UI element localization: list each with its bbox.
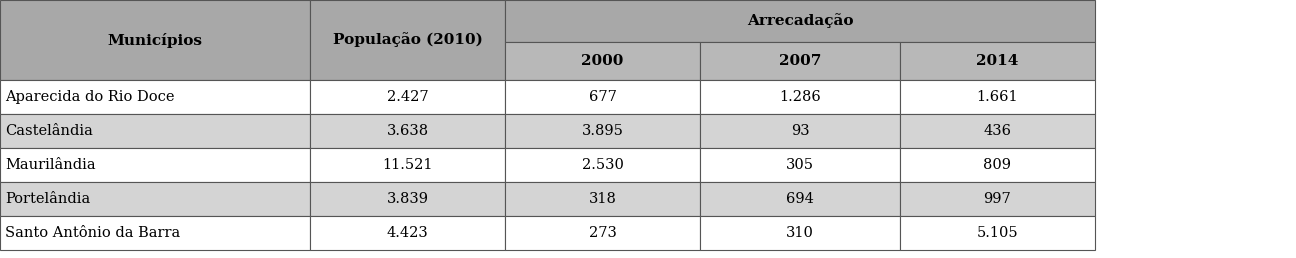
Text: 3.839: 3.839 [386, 192, 429, 206]
Text: 2.427: 2.427 [386, 90, 428, 104]
Bar [0, 182, 310, 216]
Text: Castelândia: Castelândia [5, 124, 93, 138]
Bar [700, 182, 899, 216]
Text: Portelândia: Portelândia [5, 192, 91, 206]
Bar [700, 42, 899, 80]
Text: 2007: 2007 [779, 54, 822, 68]
Text: 93: 93 [791, 124, 809, 138]
Text: População (2010): População (2010) [333, 33, 482, 47]
Bar [899, 114, 1095, 148]
Bar [899, 148, 1095, 182]
Text: Santo Antônio da Barra: Santo Antônio da Barra [5, 226, 180, 240]
Bar [899, 42, 1095, 80]
Bar [0, 0, 310, 80]
Bar [505, 114, 700, 148]
Bar [310, 0, 505, 80]
Bar [310, 216, 505, 250]
Text: 305: 305 [785, 158, 814, 172]
Text: 318: 318 [588, 192, 617, 206]
Bar [0, 148, 310, 182]
Text: 4.423: 4.423 [386, 226, 429, 240]
Bar [700, 148, 899, 182]
Bar [505, 182, 700, 216]
Bar [505, 148, 700, 182]
Bar [310, 80, 505, 114]
Bar [310, 114, 505, 148]
Bar [310, 148, 505, 182]
Bar [505, 0, 1095, 42]
Bar [899, 216, 1095, 250]
Text: 2014: 2014 [976, 54, 1019, 68]
Bar [505, 80, 700, 114]
Text: 3.638: 3.638 [386, 124, 429, 138]
Bar [899, 182, 1095, 216]
Bar [0, 216, 310, 250]
Bar [0, 80, 310, 114]
Text: 677: 677 [588, 90, 617, 104]
Bar [505, 42, 700, 80]
Text: Maurilândia: Maurilândia [5, 158, 96, 172]
Bar [0, 114, 310, 148]
Text: 2.530: 2.530 [582, 158, 623, 172]
Text: 11.521: 11.521 [382, 158, 433, 172]
Bar [310, 182, 505, 216]
Text: 2000: 2000 [582, 54, 623, 68]
Text: 809: 809 [984, 158, 1011, 172]
Text: Arrecadação: Arrecadação [746, 14, 853, 28]
Text: 436: 436 [984, 124, 1011, 138]
Text: Aparecida do Rio Doce: Aparecida do Rio Doce [5, 90, 175, 104]
Bar [700, 114, 899, 148]
Text: 3.895: 3.895 [582, 124, 623, 138]
Text: 273: 273 [588, 226, 617, 240]
Text: 694: 694 [787, 192, 814, 206]
Text: Municípios: Municípios [108, 33, 202, 47]
Text: 310: 310 [787, 226, 814, 240]
Text: 5.105: 5.105 [977, 226, 1019, 240]
Text: 997: 997 [984, 192, 1011, 206]
Bar [700, 216, 899, 250]
Text: 1.661: 1.661 [977, 90, 1019, 104]
Bar [505, 216, 700, 250]
Bar [899, 80, 1095, 114]
Text: 1.286: 1.286 [779, 90, 820, 104]
Bar [700, 80, 899, 114]
